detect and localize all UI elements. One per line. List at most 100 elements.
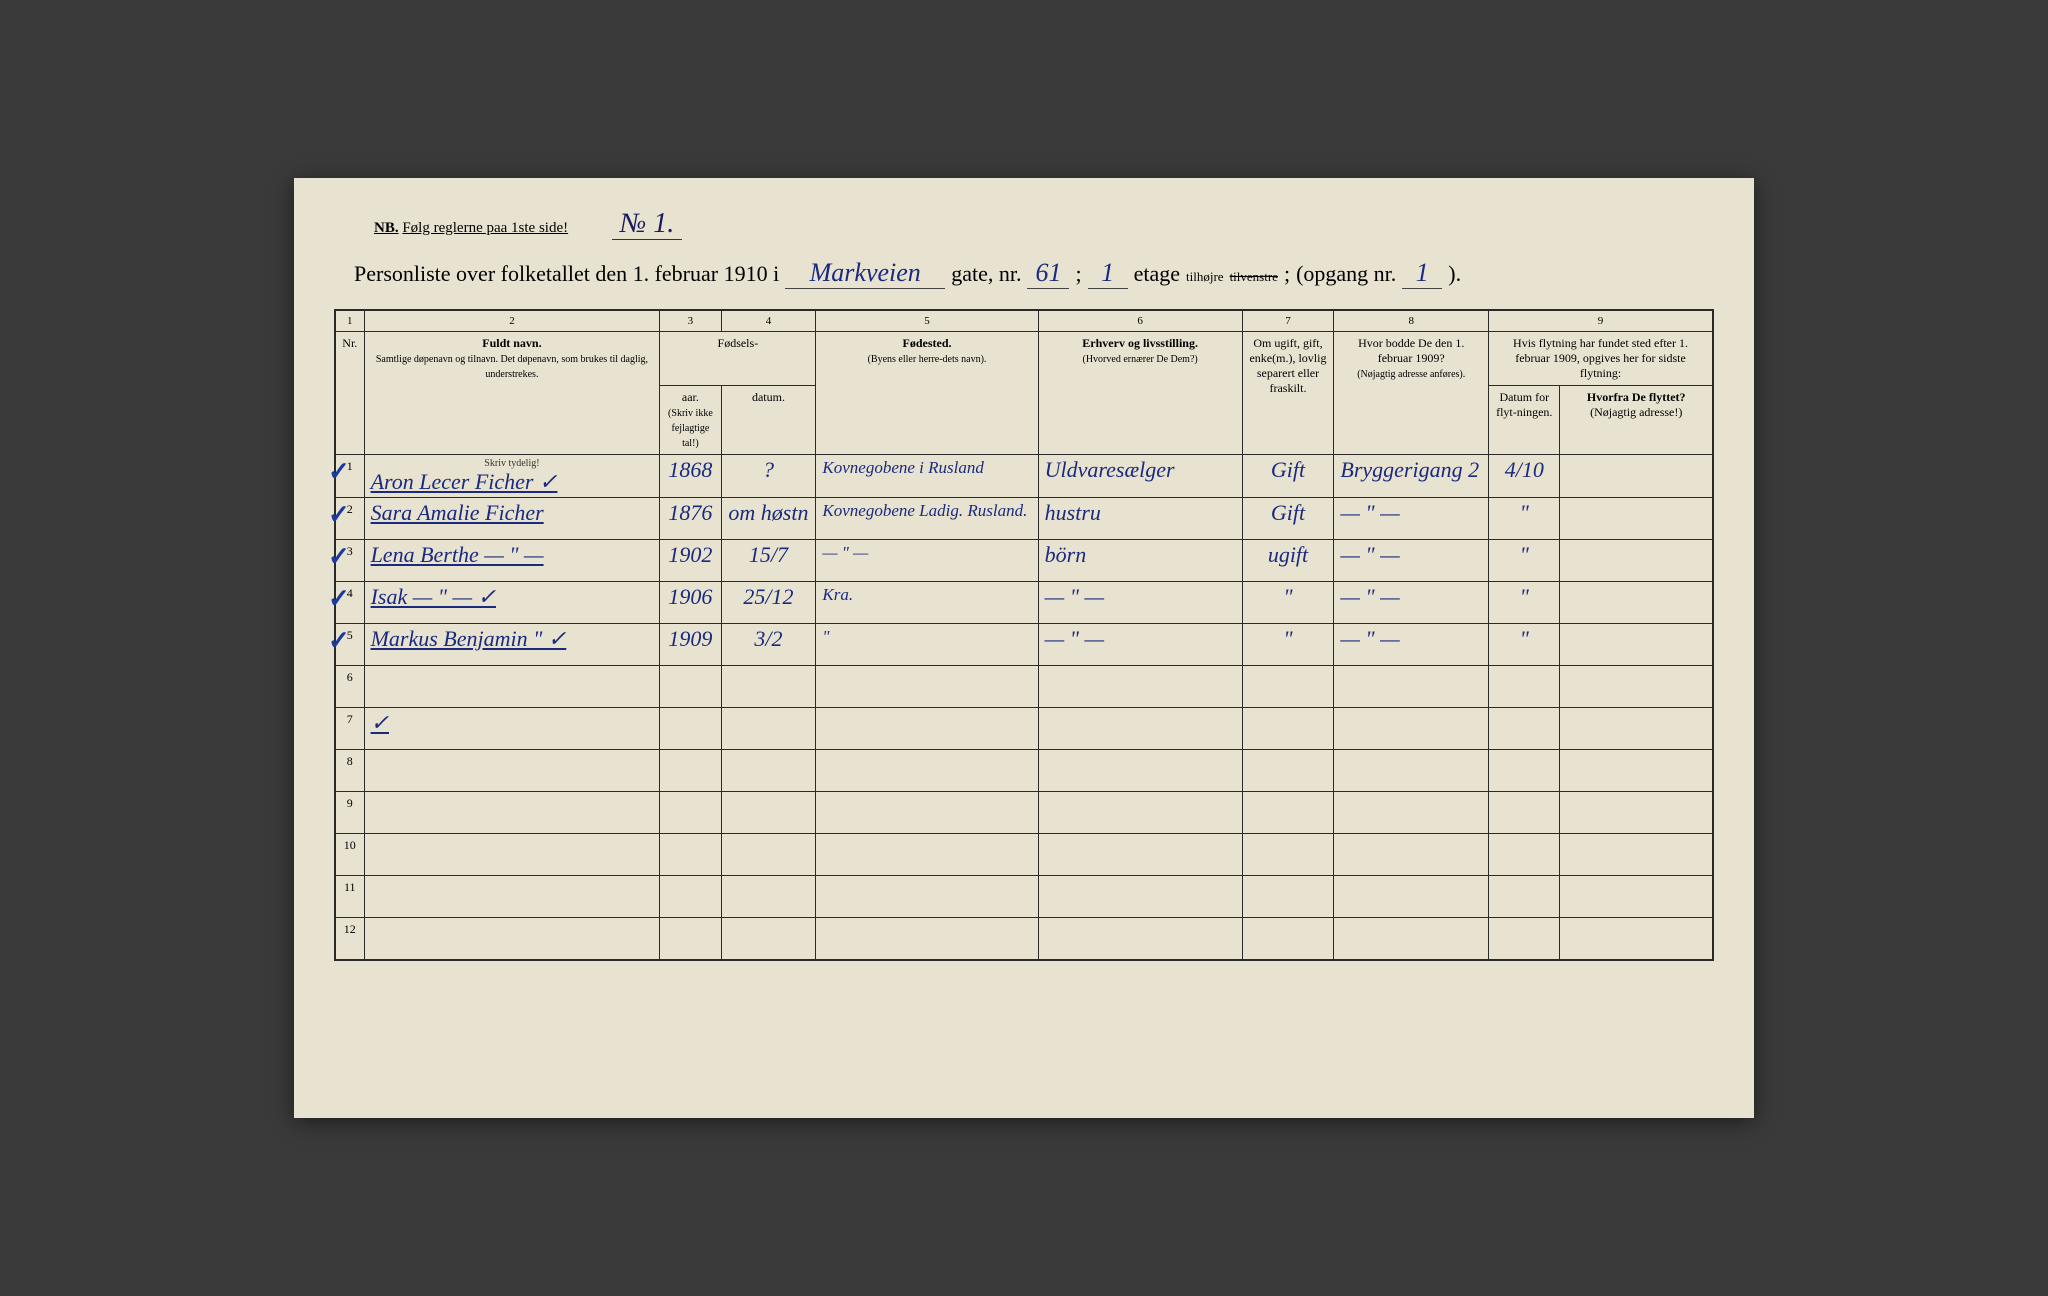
- cell: [1242, 792, 1334, 834]
- nb-label: NB.: [374, 220, 399, 236]
- form-title-line: Personliste over folketallet den 1. febr…: [334, 258, 1714, 289]
- cell: 11: [335, 876, 364, 918]
- cell: ": [1242, 582, 1334, 624]
- cell: 1909: [660, 624, 721, 666]
- hdr-marital: Om ugift, gift, enke(m.), lovlig separer…: [1242, 332, 1334, 455]
- check-icon: ✓: [328, 542, 350, 572]
- hdr-name-title: Fuldt navn.: [482, 336, 541, 350]
- cell: [1038, 708, 1242, 750]
- cell: [1489, 918, 1560, 960]
- cell: [1038, 666, 1242, 708]
- hdr-occ-s: (Hvorved ernærer De Dem?): [1083, 354, 1198, 365]
- cell: [660, 876, 721, 918]
- cell: [1334, 708, 1489, 750]
- cell: ": [1489, 498, 1560, 540]
- cell: — " —: [1334, 624, 1489, 666]
- colnum-2: 2: [364, 310, 660, 332]
- cell: Kovnegobene i Rusland: [816, 455, 1038, 498]
- cell: 15/7: [721, 540, 816, 582]
- cell: 25/12: [721, 582, 816, 624]
- cell: 10: [335, 834, 364, 876]
- hdr-nr: Nr.: [335, 332, 364, 455]
- cell: 1906: [660, 582, 721, 624]
- cell: 1868: [660, 455, 721, 498]
- cell: [1489, 792, 1560, 834]
- cell: [1038, 792, 1242, 834]
- cell: [721, 708, 816, 750]
- cell: [1334, 666, 1489, 708]
- cell: [364, 918, 660, 960]
- cell: ?: [721, 455, 816, 498]
- cell: 6: [335, 666, 364, 708]
- cell: [1560, 750, 1713, 792]
- cell: [1489, 708, 1560, 750]
- table-header: 1 2 3 4 5 6 7 8 9 Nr. Fuldt navn. Samtli…: [335, 310, 1713, 455]
- cell: [721, 834, 816, 876]
- cell: [721, 876, 816, 918]
- colnum-9: 9: [1489, 310, 1713, 332]
- opgang-value: 1: [1402, 258, 1442, 289]
- cell: 1902: [660, 540, 721, 582]
- cell: [1560, 624, 1713, 666]
- cell: ✓: [364, 708, 660, 750]
- colnum-4: 4: [721, 310, 816, 332]
- cell: [364, 792, 660, 834]
- cell: [1038, 918, 1242, 960]
- census-table: 1 2 3 4 5 6 7 8 9 Nr. Fuldt navn. Samtli…: [334, 309, 1714, 961]
- close-paren: ).: [1448, 261, 1461, 287]
- hdr-year: aar. (Skriv ikke fejlagtige tal!): [660, 386, 721, 455]
- skriv-tydelig: Skriv tydelig!: [371, 459, 654, 469]
- cell: [660, 792, 721, 834]
- cell: [721, 750, 816, 792]
- hdr-date: datum.: [721, 386, 816, 455]
- cell: — " —: [1334, 540, 1489, 582]
- cell: [1334, 876, 1489, 918]
- sheet-number: № 1.: [612, 208, 682, 240]
- cell: [816, 750, 1038, 792]
- cell: Gift: [1242, 498, 1334, 540]
- cell: [1334, 792, 1489, 834]
- nb-instruction: NB. Følg reglerne paa 1ste side! № 1.: [334, 208, 1714, 240]
- cell: 1876: [660, 498, 721, 540]
- hdr-year-t: aar.: [682, 390, 699, 404]
- cell: ": [1242, 624, 1334, 666]
- table-row: ✓1Skriv tydelig!Aron Lecer Ficher ✓1868?…: [335, 455, 1713, 498]
- cell: [1489, 834, 1560, 876]
- cell: [1560, 666, 1713, 708]
- cell: om høstn: [721, 498, 816, 540]
- cell: Bryggerigang 2: [1334, 455, 1489, 498]
- hdr-birthplace-s: (Byens eller herre-dets navn).: [868, 354, 987, 365]
- check-icon: ✓: [328, 457, 350, 487]
- cell: ": [1489, 582, 1560, 624]
- table-row: ✓3Lena Berthe — " —190215/7— " —börnugif…: [335, 540, 1713, 582]
- table-row: 8: [335, 750, 1713, 792]
- cell: [660, 834, 721, 876]
- cell: Skriv tydelig!Aron Lecer Ficher ✓: [364, 455, 660, 498]
- table-row: ✓5Markus Benjamin " ✓19093/2"— " —"— " —…: [335, 624, 1713, 666]
- cell: ": [1489, 624, 1560, 666]
- cell: [721, 666, 816, 708]
- cell: [1038, 834, 1242, 876]
- cell: [816, 834, 1038, 876]
- cell: [1242, 708, 1334, 750]
- cell: ✓5: [335, 624, 364, 666]
- cell: [660, 918, 721, 960]
- cell: Uldvaresælger: [1038, 455, 1242, 498]
- etage-value: 1: [1088, 258, 1128, 289]
- cell: [816, 876, 1038, 918]
- cell: ugift: [1242, 540, 1334, 582]
- etage-label: etage: [1134, 261, 1180, 287]
- cell: — " —: [1334, 498, 1489, 540]
- check-icon: ✓: [328, 626, 350, 656]
- opgang-label: (opgang nr.: [1296, 261, 1396, 287]
- cell: Sara Amalie Ficher: [364, 498, 660, 540]
- census-form-page: NB. Følg reglerne paa 1ste side! № 1. Pe…: [294, 178, 1754, 1118]
- cell: — " —: [1038, 624, 1242, 666]
- cell: [1242, 666, 1334, 708]
- cell: [660, 750, 721, 792]
- cell: [1334, 834, 1489, 876]
- cell: ": [1489, 540, 1560, 582]
- cell: [1560, 708, 1713, 750]
- cell: ✓3: [335, 540, 364, 582]
- cell: 7: [335, 708, 364, 750]
